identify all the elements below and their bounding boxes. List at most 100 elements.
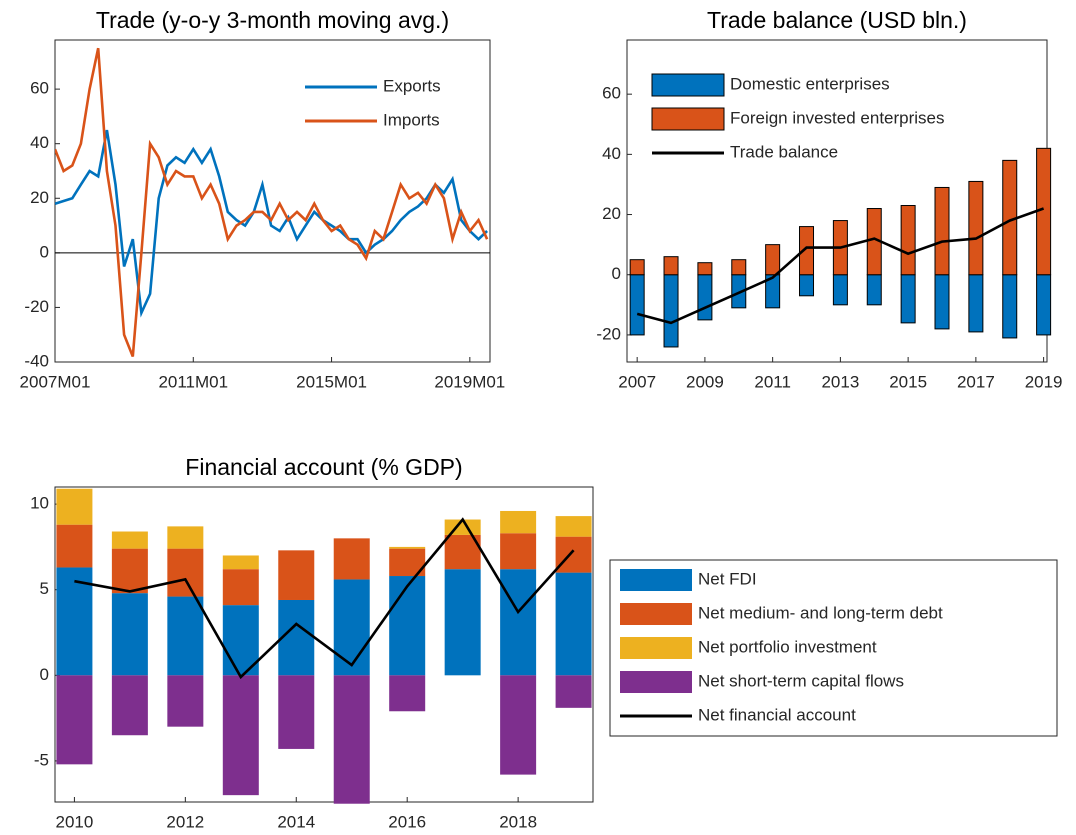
bar <box>56 524 93 568</box>
bar <box>56 488 93 525</box>
bar <box>167 526 204 549</box>
legend-label: Foreign invested enterprises <box>730 108 945 127</box>
bar <box>111 548 148 594</box>
bar <box>222 605 259 676</box>
x-tick-label: 2017 <box>957 372 995 391</box>
legend-swatch <box>620 637 692 659</box>
x-tick-label: 2016 <box>388 812 426 831</box>
bar <box>389 675 426 712</box>
y-tick-label: 10 <box>30 494 49 513</box>
bar <box>222 675 259 796</box>
y-tick-label: 0 <box>40 242 49 261</box>
bar <box>278 599 315 676</box>
x-tick-label: 2015M01 <box>296 372 367 391</box>
line-series <box>636 207 1045 325</box>
bar <box>111 593 148 676</box>
legend-swatch <box>651 73 725 97</box>
bar <box>731 259 747 276</box>
legend-swatch <box>651 107 725 131</box>
bar <box>663 256 679 276</box>
chart-title: Trade balance (USD bln.) <box>707 7 967 33</box>
bar <box>167 675 204 727</box>
bar <box>222 569 259 606</box>
bar <box>56 675 93 765</box>
bar <box>444 569 481 676</box>
y-tick-label: 0 <box>612 264 621 283</box>
bar <box>765 244 781 276</box>
legend-swatch <box>620 603 692 625</box>
legend-swatch <box>620 569 692 591</box>
legend-swatch <box>620 671 692 693</box>
bar <box>934 186 950 276</box>
legend-label: Trade balance <box>730 142 838 161</box>
y-tick-label: 40 <box>30 133 49 152</box>
bar <box>389 576 426 676</box>
line-series <box>55 129 488 318</box>
bar <box>389 546 426 549</box>
x-tick-label: 2013 <box>821 372 859 391</box>
bar <box>167 596 204 676</box>
bar <box>697 262 713 276</box>
bar <box>1002 274 1018 339</box>
x-tick-label: 2010 <box>55 812 93 831</box>
y-tick-label: -40 <box>24 351 49 370</box>
bar <box>555 516 592 537</box>
legend-label: Net financial account <box>698 705 856 724</box>
x-tick-label: 2011M01 <box>158 372 228 391</box>
bar <box>278 550 315 600</box>
bar <box>555 536 592 573</box>
bar <box>56 567 93 676</box>
bar <box>934 274 950 330</box>
bar <box>629 259 645 276</box>
bar <box>697 274 713 321</box>
bar <box>500 675 537 775</box>
bar <box>832 274 848 306</box>
bar <box>866 274 882 306</box>
axes-box <box>54 39 491 363</box>
bar <box>968 274 984 333</box>
x-tick-label: 2015 <box>889 372 927 391</box>
bar <box>111 531 148 549</box>
bar <box>1036 274 1052 336</box>
bar <box>555 675 592 708</box>
bar <box>799 274 815 297</box>
bar <box>333 538 370 580</box>
x-tick-label: 2019 <box>1025 372 1063 391</box>
bar <box>333 675 370 804</box>
bar <box>629 274 645 336</box>
chart-title: Trade (y-o-y 3-month moving avg.) <box>96 7 449 33</box>
x-tick-label: 2009 <box>686 372 724 391</box>
bar <box>500 569 537 676</box>
y-tick-label: 5 <box>40 579 49 598</box>
bar <box>799 226 815 276</box>
legend-label: Domestic enterprises <box>730 74 890 93</box>
x-tick-label: 2012 <box>166 812 204 831</box>
y-tick-label: -20 <box>596 324 621 343</box>
x-tick-label: 2014 <box>277 812 315 831</box>
y-tick-label: 0 <box>40 665 49 684</box>
line-series <box>74 517 575 680</box>
bar <box>111 675 148 736</box>
x-tick-label: 2018 <box>499 812 537 831</box>
bar <box>333 579 370 676</box>
x-tick-label: 2007 <box>618 372 656 391</box>
chart-title: Financial account (% GDP) <box>185 454 462 480</box>
y-tick-label: 20 <box>602 204 621 223</box>
bar <box>167 548 204 597</box>
legend-label: Net FDI <box>698 569 757 588</box>
x-tick-label: 2019M01 <box>434 372 505 391</box>
x-tick-label: 2007M01 <box>20 372 91 391</box>
y-tick-label: -20 <box>24 297 49 316</box>
bar <box>555 572 592 676</box>
y-tick-label: -5 <box>34 750 49 769</box>
legend-label: Net medium- and long-term debt <box>698 603 943 622</box>
bar <box>222 555 259 570</box>
legend-label: Imports <box>383 110 440 129</box>
bar <box>500 510 537 534</box>
legend-label: Exports <box>383 76 441 95</box>
y-tick-label: 60 <box>30 79 49 98</box>
bar <box>500 533 537 570</box>
x-tick-label: 2011 <box>754 372 791 391</box>
bar <box>663 274 679 348</box>
